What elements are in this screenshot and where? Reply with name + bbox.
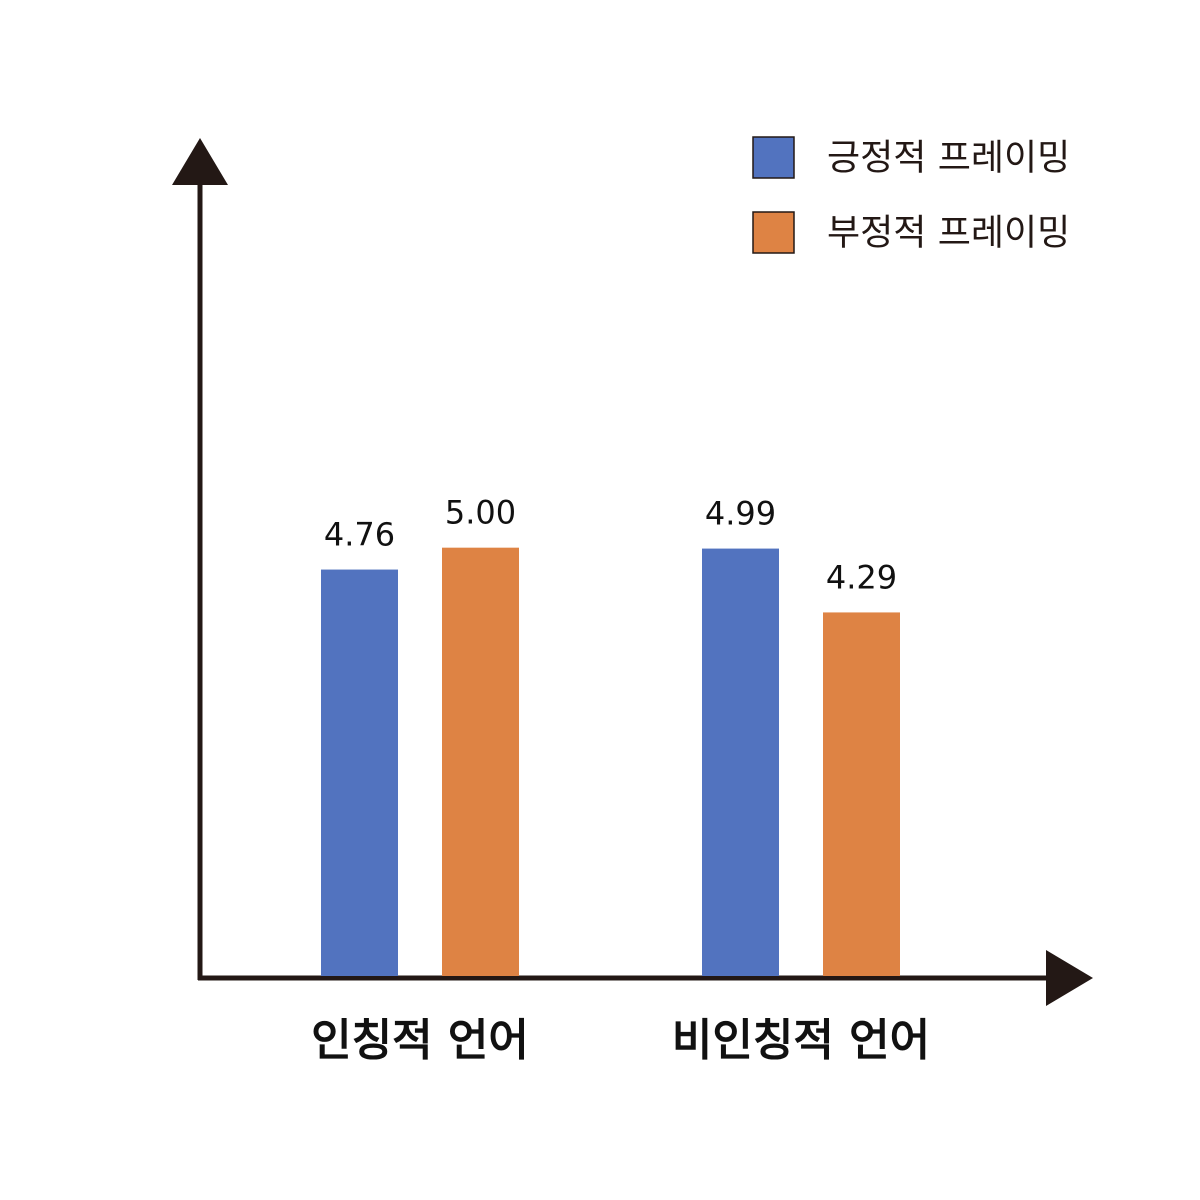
legend-label-2: 부정적 프레이밍 [827, 213, 1070, 254]
value-label-2-series-1: 4.99 [705, 495, 776, 533]
chart-axes [172, 138, 1093, 1006]
category-label-2: 비인칭적 언어 [672, 1015, 930, 1066]
value-label-2-series-2: 4.29 [826, 558, 897, 596]
chart-value-labels: 4.76 5.00 4.99 4.29 [324, 494, 897, 597]
bar-2-series-2 [823, 612, 900, 976]
value-label-1-series-2: 5.00 [445, 494, 516, 532]
value-label-1-series-1: 4.76 [324, 516, 395, 554]
chart-category-labels: 인칭적 언어 비인칭적 언어 [311, 1015, 930, 1066]
legend-label-1: 긍정적 프레이밍 [827, 138, 1070, 179]
y-axis-arrow [172, 138, 228, 185]
bar-2-series-1 [702, 548, 779, 976]
bar-1-series-2 [442, 547, 519, 976]
legend-swatch-2 [752, 211, 795, 254]
category-label-1: 인칭적 언어 [311, 1015, 529, 1066]
chart-bars [321, 547, 900, 976]
bar-1-series-1 [321, 569, 398, 976]
legend-swatch-1 [752, 136, 795, 179]
x-axis-arrow [1046, 950, 1093, 1006]
